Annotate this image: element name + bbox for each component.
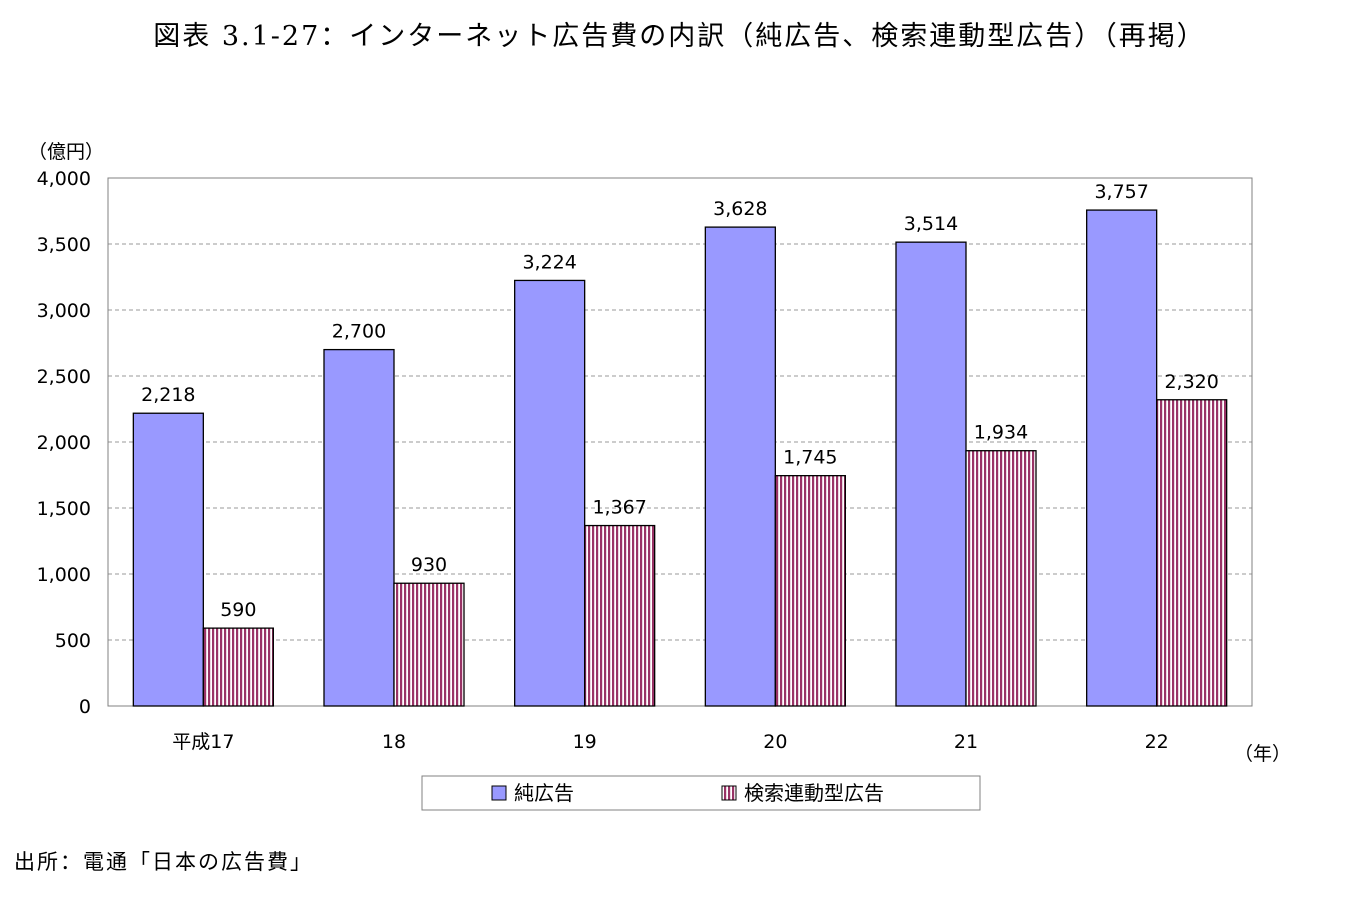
x-tick-label: 平成17 bbox=[172, 731, 234, 753]
bars: 2,218 590 2,700 930 3,224 1,367 3,628 1,745 3,51… bbox=[132, 181, 1228, 707]
x-tick-label: 18 bbox=[382, 731, 406, 753]
data-label: 3,757 bbox=[1094, 181, 1148, 203]
y-tick-label: 3,000 bbox=[37, 300, 91, 322]
plot-area bbox=[107, 177, 1253, 707]
data-label: 2,700 bbox=[332, 321, 386, 343]
data-label: 3,628 bbox=[713, 198, 767, 220]
legend-swatch-search-ad bbox=[721, 785, 737, 801]
legend-label: 検索連動型広告 bbox=[744, 781, 884, 805]
bar-search-ad bbox=[774, 475, 846, 707]
data-label: 3,514 bbox=[904, 213, 958, 235]
legend-swatch-pure-ad bbox=[491, 785, 507, 801]
x-tick-label: 22 bbox=[1145, 731, 1169, 753]
bar-search-ad bbox=[965, 450, 1037, 707]
legend: 純広告 検索連動型広告 bbox=[421, 775, 981, 811]
y-tick-label: 1,500 bbox=[37, 498, 91, 520]
y-tick-label: 2,000 bbox=[37, 432, 91, 454]
data-label: 2,218 bbox=[141, 384, 195, 406]
y-axis: 0 500 1,000 1,500 2,000 2,500 3,000 3,500 4,000 bbox=[37, 168, 91, 718]
data-label: 590 bbox=[220, 599, 256, 621]
data-label: 3,224 bbox=[522, 251, 576, 273]
chart-title: 図表 3.1-27：インターネット広告費の内訳（純広告、検索連動型広告）（再掲） bbox=[153, 21, 1206, 52]
y-tick-label: 1,000 bbox=[37, 564, 91, 586]
x-tick-label: 19 bbox=[573, 731, 597, 753]
bar-pure-ad bbox=[132, 412, 204, 707]
legend-box bbox=[421, 775, 981, 811]
gridlines bbox=[108, 243, 1252, 641]
bar-search-ad bbox=[584, 524, 656, 707]
bar-search-ad bbox=[393, 582, 465, 707]
x-axis: 平成17 18 19 20 21 22 bbox=[172, 731, 1169, 753]
data-label: 2,320 bbox=[1164, 371, 1218, 393]
y-tick-label: 3,500 bbox=[37, 234, 91, 256]
y-tick-label: 500 bbox=[55, 630, 91, 652]
y-tick-label: 2,500 bbox=[37, 366, 91, 388]
x-tick-label: 21 bbox=[954, 731, 978, 753]
legend-label: 純広告 bbox=[514, 781, 574, 805]
y-tick-label: 0 bbox=[79, 696, 91, 718]
bar-pure-ad bbox=[514, 279, 586, 707]
x-tick-label: 20 bbox=[763, 731, 787, 753]
bar-pure-ad bbox=[323, 348, 395, 707]
bar-pure-ad bbox=[1086, 209, 1158, 707]
data-label: 930 bbox=[411, 554, 447, 576]
bar-pure-ad bbox=[704, 226, 776, 707]
x-axis-unit: （年） bbox=[1234, 743, 1291, 765]
data-label: 1,745 bbox=[783, 447, 837, 469]
data-label: 1,934 bbox=[974, 422, 1028, 444]
data-label: 1,367 bbox=[592, 497, 646, 519]
bar-search-ad bbox=[1156, 399, 1228, 707]
bar-pure-ad bbox=[895, 241, 967, 707]
y-tick-label: 4,000 bbox=[37, 168, 91, 190]
source-note: 出所：電通「日本の広告費」 bbox=[14, 850, 313, 874]
bar-search-ad bbox=[202, 627, 274, 707]
y-axis-unit: （億円） bbox=[28, 141, 104, 163]
